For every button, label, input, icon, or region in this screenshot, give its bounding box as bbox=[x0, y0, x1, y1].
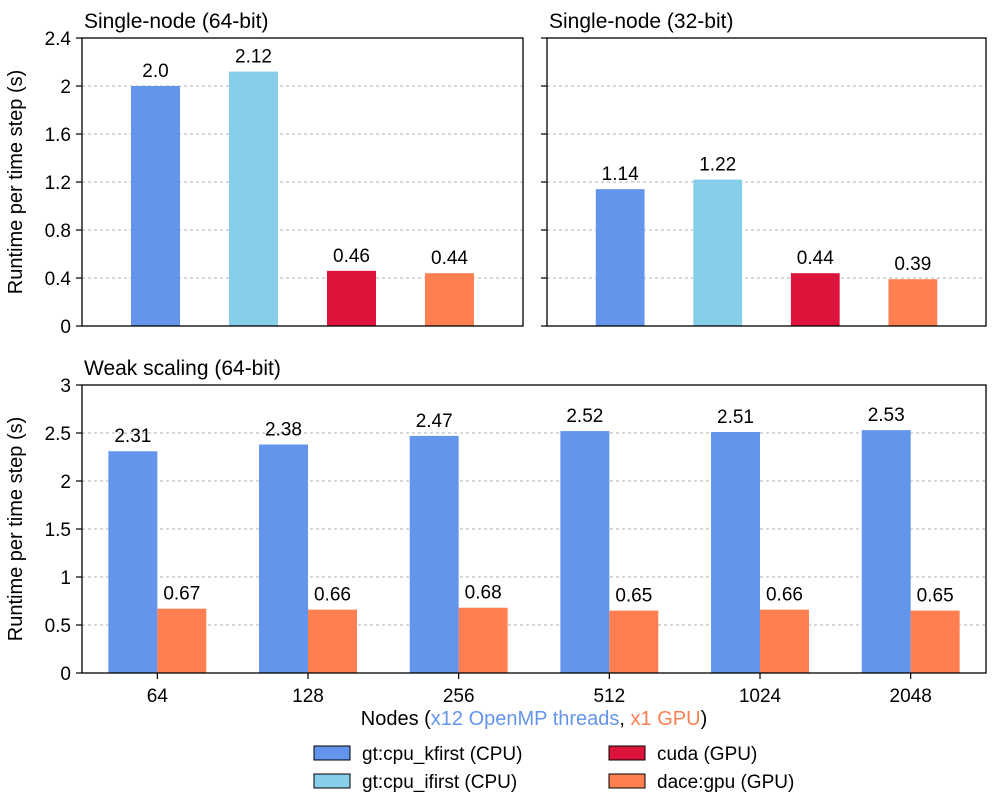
y-tick-label: 0 bbox=[60, 317, 71, 338]
y-tick-label: 1.6 bbox=[45, 125, 71, 146]
data-label: 2.0 bbox=[142, 61, 168, 82]
bar-dace_gpu bbox=[458, 607, 508, 673]
bar-gt_cpu_kfirst bbox=[595, 189, 645, 326]
legend-swatch-gt_cpu_kfirst bbox=[313, 745, 351, 761]
data-label: 0.46 bbox=[333, 246, 370, 267]
y-tick-label: 0 bbox=[60, 664, 71, 685]
legend-swatch-dace_gpu bbox=[608, 773, 646, 789]
x-axis-label-part: , bbox=[619, 708, 630, 730]
y-axis-label: Runtime per time step (s) bbox=[5, 70, 27, 295]
x-tick-label: 256 bbox=[443, 686, 475, 707]
bar-dace_gpu bbox=[308, 609, 357, 673]
y-tick-label: 1 bbox=[60, 568, 71, 589]
bar-gt_cpu_kfirst bbox=[560, 431, 610, 673]
data-label: 0.44 bbox=[431, 248, 468, 269]
legend-swatch-gt_cpu_ifirst bbox=[313, 773, 351, 789]
data-label: 0.44 bbox=[797, 248, 834, 269]
x-tick-label: 1024 bbox=[739, 686, 782, 707]
data-label: 2.52 bbox=[566, 406, 603, 427]
data-label: 2.31 bbox=[114, 426, 151, 447]
data-label: 2.47 bbox=[416, 411, 453, 432]
x-axis-label-part: x12 OpenMP threads bbox=[431, 708, 620, 730]
y-tick-label: 1.2 bbox=[45, 173, 71, 194]
x-tick-label: 64 bbox=[147, 686, 169, 707]
legend-label: gt:cpu_kfirst (CPU) bbox=[362, 744, 522, 765]
y-tick-label: 0.4 bbox=[45, 269, 72, 290]
data-label: 0.39 bbox=[894, 254, 931, 275]
panel-title: Single-node (32-bit) bbox=[549, 10, 733, 33]
bar-gt_cpu_kfirst bbox=[409, 435, 459, 673]
bar-cuda bbox=[790, 273, 840, 326]
bar-dace_gpu bbox=[425, 273, 474, 326]
bar-gt_cpu_kfirst bbox=[131, 86, 180, 326]
panel-title: Weak scaling (64-bit) bbox=[84, 357, 281, 380]
x-tick-label: 2048 bbox=[890, 686, 932, 707]
bar-gt_cpu_kfirst bbox=[711, 432, 760, 673]
y-tick-label: 1.5 bbox=[45, 520, 71, 541]
bar-gt_cpu_ifirst bbox=[693, 179, 743, 326]
bar-dace_gpu bbox=[157, 608, 207, 673]
y-tick-label: 0.8 bbox=[45, 221, 71, 242]
y-axis-label: Runtime per time step (s) bbox=[5, 417, 27, 642]
data-label: 2.12 bbox=[235, 47, 272, 68]
data-label: 1.14 bbox=[602, 164, 639, 185]
legend-label: cuda (GPU) bbox=[657, 744, 757, 765]
y-tick-label: 3 bbox=[60, 376, 71, 397]
data-label: 0.65 bbox=[615, 586, 652, 607]
panel-title: Single-node (64-bit) bbox=[84, 10, 268, 33]
x-axis-label-part: ) bbox=[701, 708, 708, 730]
bar-dace_gpu bbox=[910, 610, 960, 673]
data-label: 0.67 bbox=[163, 584, 200, 605]
data-label: 2.53 bbox=[868, 405, 905, 426]
y-tick-label: 2 bbox=[60, 77, 71, 98]
y-tick-label: 0.5 bbox=[45, 616, 71, 637]
y-tick-label: 2.4 bbox=[45, 29, 72, 50]
x-axis-label: Nodes (x12 OpenMP threads, x1 GPU) bbox=[361, 708, 708, 730]
data-label: 2.38 bbox=[265, 420, 302, 441]
data-label: 0.65 bbox=[917, 586, 954, 607]
x-axis-label-part: Nodes ( bbox=[361, 708, 431, 730]
data-label: 0.66 bbox=[314, 585, 351, 606]
legend-label: dace:gpu (GPU) bbox=[657, 772, 794, 793]
x-tick-label: 128 bbox=[292, 686, 324, 707]
data-label: 0.68 bbox=[465, 583, 502, 604]
bar-gt_cpu_ifirst bbox=[229, 71, 278, 326]
y-tick-label: 2.5 bbox=[45, 424, 71, 445]
bar-cuda bbox=[327, 270, 376, 326]
bar-gt_cpu_kfirst bbox=[259, 444, 308, 673]
legend-label: gt:cpu_ifirst (CPU) bbox=[362, 772, 517, 793]
data-label: 1.22 bbox=[699, 155, 736, 176]
bar-dace_gpu bbox=[888, 279, 938, 326]
x-axis-label-part: x1 GPU bbox=[631, 708, 701, 730]
y-tick-label: 2 bbox=[60, 472, 71, 493]
bar-gt_cpu_kfirst bbox=[108, 451, 158, 673]
data-label: 2.51 bbox=[717, 407, 754, 428]
data-label: 0.66 bbox=[766, 585, 803, 606]
bar-gt_cpu_kfirst bbox=[861, 430, 911, 673]
x-tick-label: 512 bbox=[593, 686, 625, 707]
bar-dace_gpu bbox=[609, 610, 659, 673]
legend-swatch-cuda bbox=[608, 745, 646, 761]
bar-dace_gpu bbox=[760, 609, 809, 673]
